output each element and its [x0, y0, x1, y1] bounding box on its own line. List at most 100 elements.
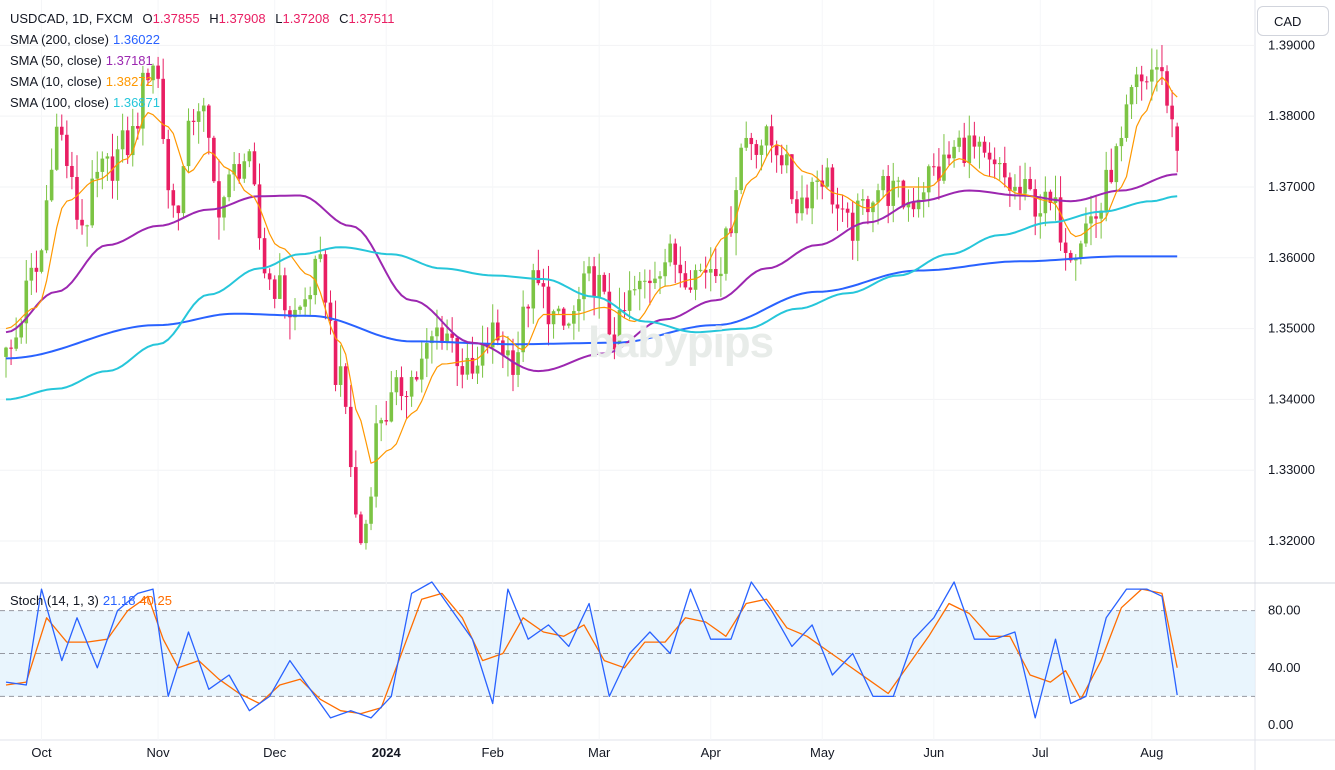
moving-averages: [5, 76, 1178, 464]
candle-up: [242, 161, 247, 179]
candle-up: [1043, 191, 1048, 214]
candle-down: [257, 184, 262, 239]
close-value: 1.37511: [348, 11, 395, 26]
candle-up: [784, 154, 789, 166]
candle-up: [572, 311, 576, 324]
stoch-k-line: [5, 581, 1178, 719]
candle-up: [1119, 137, 1124, 147]
candle-up: [379, 420, 383, 424]
candle-down: [866, 199, 870, 213]
candle-down: [59, 126, 64, 135]
timeframe-label: 1D: [72, 11, 89, 26]
candle-up: [389, 392, 394, 422]
low-label: L: [275, 11, 283, 26]
candle-down: [526, 306, 531, 309]
stoch-label: Stoch (14, 1, 3): [10, 593, 99, 608]
candle-up: [1155, 67, 1159, 70]
sma200-label: SMA (200, close): [10, 32, 109, 47]
candle-down: [384, 420, 389, 422]
candle-up: [617, 310, 622, 350]
candle-up: [896, 180, 901, 182]
candle-down: [962, 137, 967, 163]
candle-down: [1109, 169, 1114, 183]
candle-down: [323, 254, 328, 303]
sma10-label: SMA (10, close): [10, 74, 102, 89]
candle-up: [764, 126, 769, 146]
candle-down: [749, 137, 754, 145]
candle-down: [688, 287, 693, 290]
candle-up: [105, 156, 110, 159]
candle-down: [561, 308, 566, 326]
candle-up: [95, 171, 100, 179]
candle-up: [1099, 210, 1103, 219]
candle-up: [516, 352, 520, 375]
candle-down: [354, 467, 358, 515]
candle-down: [795, 199, 799, 214]
candle-up: [698, 269, 703, 271]
candle-down: [70, 165, 74, 177]
price-tick-label: 1.33000: [1268, 462, 1315, 477]
candle-up: [906, 202, 911, 208]
candle-up: [582, 273, 586, 300]
candle-up: [19, 323, 24, 338]
candle-down: [1018, 186, 1022, 194]
currency-button[interactable]: CAD: [1257, 6, 1329, 36]
candle-down: [125, 130, 130, 156]
candle-up: [708, 269, 713, 273]
candle-down: [450, 333, 454, 338]
time-tick-label: Dec: [263, 745, 287, 760]
candle-down: [1094, 216, 1098, 219]
candle-up: [141, 72, 145, 129]
candle-up: [668, 243, 672, 263]
candle-up: [855, 200, 860, 241]
candle-up: [1013, 186, 1017, 191]
candle-down: [191, 120, 196, 122]
candle-up: [1038, 213, 1043, 217]
candle-down: [283, 275, 287, 311]
candle-down: [1139, 74, 1144, 82]
candle-down: [845, 208, 850, 213]
candle-down: [161, 78, 165, 140]
candle-down: [972, 135, 977, 147]
time-tick-label: Oct: [31, 745, 52, 760]
candle-up: [597, 274, 601, 298]
candle-down: [886, 176, 890, 206]
time-tick-label: Feb: [482, 745, 504, 760]
candle-down: [622, 310, 627, 312]
candle-down: [288, 310, 292, 318]
candle-down: [648, 280, 652, 284]
candle-up: [663, 262, 667, 277]
candle-up: [815, 180, 819, 182]
candle-down: [75, 176, 79, 220]
candle-up: [556, 308, 561, 312]
candle-down: [1002, 162, 1007, 178]
candle-up: [318, 254, 323, 259]
candle-up: [521, 306, 525, 353]
candle-down: [176, 205, 181, 214]
candle-down: [805, 197, 809, 209]
candle-up: [39, 250, 44, 272]
candle-down: [217, 181, 221, 218]
candle-down: [328, 302, 333, 321]
candle-down: [1165, 71, 1169, 106]
time-tick-label: Jun: [923, 745, 944, 760]
price-tick-label: 1.35000: [1268, 321, 1315, 336]
candle-up: [632, 289, 637, 291]
candle-up: [115, 149, 120, 181]
candle-up: [120, 130, 125, 150]
candle-up: [734, 190, 738, 234]
candle-up: [298, 306, 302, 310]
candle-down: [714, 269, 718, 277]
candle-up: [293, 309, 297, 318]
sma200-legend: SMA (200, close) 1.36022: [10, 32, 160, 47]
candle-up: [759, 145, 764, 155]
candle-down: [404, 396, 409, 398]
stoch-k-value: 21.18: [102, 593, 136, 608]
candle-down: [1028, 178, 1032, 190]
sma200-value: 1.36022: [113, 32, 160, 47]
candle-up: [1089, 216, 1093, 224]
candle-up: [1129, 87, 1134, 105]
candle-down: [779, 155, 784, 166]
candle-down: [237, 164, 242, 179]
